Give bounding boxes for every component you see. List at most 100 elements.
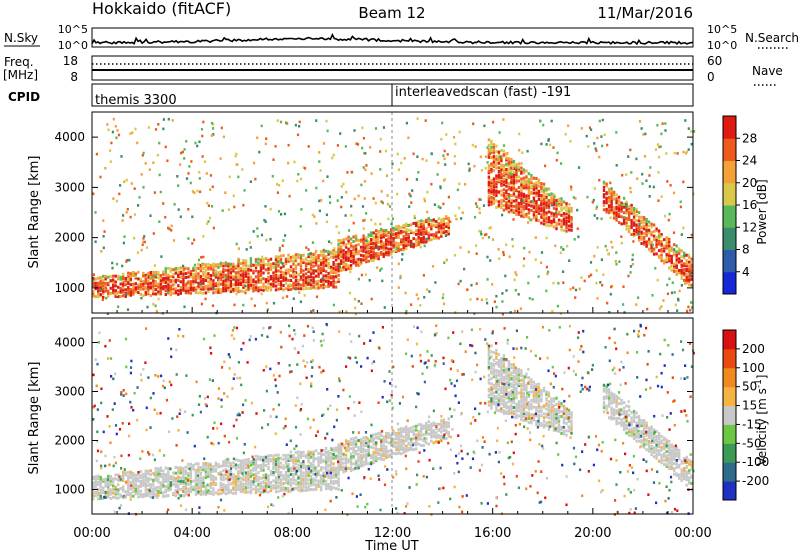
- echo-cell: [473, 164, 476, 168]
- echo-cell: [237, 485, 240, 489]
- y-tick-label-2: 3000: [54, 180, 85, 194]
- echo-cell: [258, 150, 261, 154]
- echo-cell: [520, 418, 523, 422]
- echo-cell: [259, 288, 263, 292]
- echo-cell: [137, 490, 140, 494]
- echo-cell: [237, 488, 240, 491]
- echo-cell: [562, 270, 565, 273]
- echo-cell: [643, 155, 647, 158]
- echo-cell: [229, 490, 233, 494]
- echo-cell: [417, 171, 420, 174]
- echo-cell: [532, 418, 536, 422]
- echo-cell: [209, 473, 213, 477]
- echo-cell: [531, 200, 534, 203]
- echo-cell: [527, 380, 531, 384]
- echo-cell: [262, 485, 265, 489]
- echo-cell: [164, 485, 167, 488]
- echo-cell: [247, 469, 250, 473]
- echo-cell: [154, 492, 157, 496]
- echo-cell: [507, 194, 511, 197]
- echo-cell: [274, 479, 278, 483]
- echo-cell: [490, 404, 493, 408]
- echo-cell: [525, 397, 528, 401]
- echo-cell: [287, 467, 290, 471]
- echo-cell: [317, 464, 320, 467]
- echo-cell: [412, 430, 415, 434]
- echo-cell: [242, 283, 245, 287]
- echo-cell: [417, 240, 420, 244]
- echo-cell: [410, 229, 413, 233]
- echo-cell: [505, 175, 508, 179]
- echo-cell: [99, 494, 102, 498]
- echo-cell: [397, 286, 400, 289]
- echo-cell: [107, 291, 110, 295]
- echo-cell: [537, 402, 541, 406]
- echo-cell: [232, 474, 235, 478]
- echo-cell: [515, 416, 518, 419]
- echo-cell: [502, 171, 506, 175]
- echo-cell: [372, 250, 375, 254]
- echo-cell: [332, 447, 335, 451]
- echo-cell: [540, 201, 543, 205]
- echo-cell: [668, 237, 671, 241]
- echo-cell: [329, 271, 333, 275]
- echo-cell: [222, 262, 225, 266]
- echo-cell: [570, 429, 573, 432]
- echo-cell: [244, 479, 248, 483]
- echo-cell: [486, 301, 489, 305]
- echo-cell: [202, 462, 205, 465]
- echo-cell: [197, 486, 200, 490]
- echo-cell: [336, 144, 339, 147]
- echo-cell: [224, 273, 228, 277]
- echo-cell: [612, 206, 616, 210]
- echo-cell: [127, 477, 130, 481]
- echo-cell: [170, 224, 173, 228]
- echo-cell: [622, 409, 626, 413]
- echo-cell: [447, 223, 450, 227]
- echo-cell: [660, 305, 663, 308]
- echo-cell: [517, 201, 521, 205]
- echo-cell: [99, 276, 102, 280]
- echo-cell: [334, 487, 338, 491]
- echo-cell: [222, 286, 225, 290]
- echo-cell: [317, 254, 320, 257]
- echo-cell: [174, 268, 177, 272]
- echo-cell: [337, 454, 340, 458]
- echo-cell: [129, 492, 132, 495]
- echo-cell: [545, 412, 548, 416]
- echo-cell: [530, 190, 533, 194]
- echo-cell: [242, 459, 245, 463]
- echo-cell: [490, 156, 493, 160]
- echo-cell: [357, 299, 360, 303]
- echo-cell: [239, 275, 243, 279]
- echo-cell: [142, 493, 145, 497]
- echo-cell: [525, 405, 528, 409]
- echo-cell: [149, 483, 152, 487]
- echo-cell: [294, 283, 298, 287]
- echo-cell: [232, 287, 235, 291]
- echo-cell: [609, 216, 612, 220]
- echo-cell: [94, 483, 97, 486]
- echo-cell: [528, 297, 531, 300]
- echo-cell: [307, 255, 310, 259]
- echo-cell: [402, 235, 405, 239]
- echo-cell: [400, 452, 403, 456]
- echo-cell: [347, 466, 350, 470]
- nsky-panel: N.Sky 10^5 10^0 10^5 10^0 N.Search: [4, 23, 799, 52]
- echo-cell: [411, 189, 414, 192]
- echo-cell: [500, 202, 503, 205]
- echo-cell: [242, 467, 245, 471]
- echo-cell: [254, 485, 258, 489]
- echo-cell: [202, 273, 205, 277]
- echo-cell: [520, 194, 523, 198]
- echo-cell: [515, 413, 518, 417]
- echo-cell: [447, 216, 450, 220]
- echo-cell: [560, 206, 563, 210]
- echo-cell: [640, 127, 643, 130]
- echo-cell: [293, 160, 296, 164]
- echo-cell: [202, 281, 205, 285]
- echo-cell: [132, 484, 135, 488]
- echo-cell: [92, 494, 95, 498]
- echo-cell: [420, 237, 423, 241]
- echo-cell: [683, 271, 686, 275]
